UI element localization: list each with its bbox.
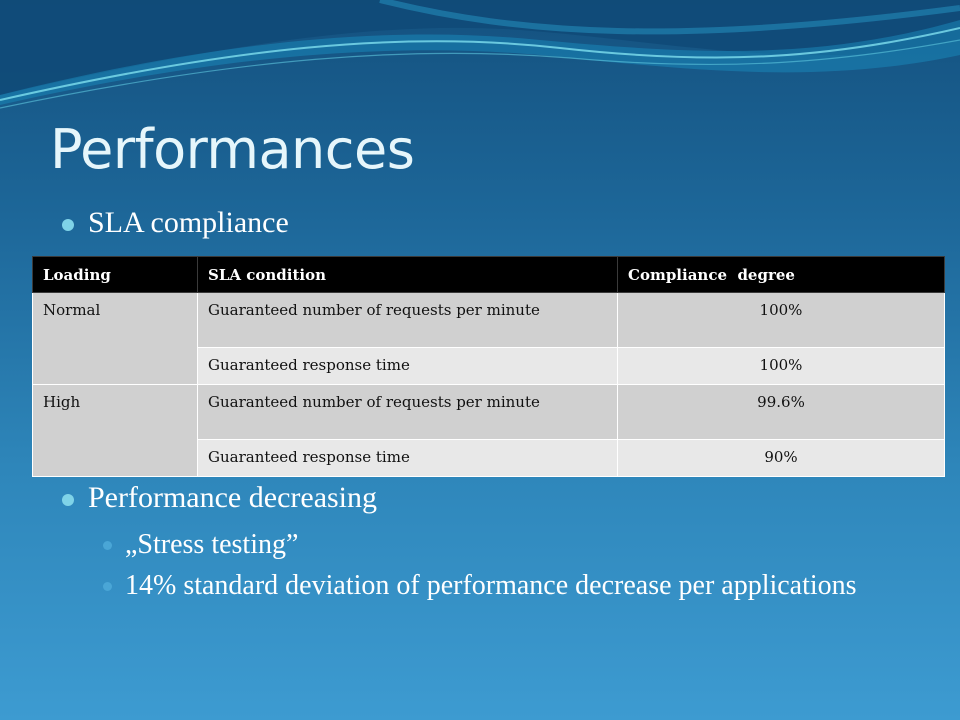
table-row: Guaranteed response time 100%: [33, 347, 945, 385]
slide-title: Performances: [50, 118, 415, 181]
header-loading: Loading: [32, 256, 198, 293]
bullet-dot-icon: [103, 582, 112, 591]
compliance-cell: 90%: [617, 439, 945, 477]
loading-cell: High: [32, 384, 198, 477]
condition-cell: Guaranteed number of requests per minute: [197, 384, 618, 440]
bullet-text: „Stress testing”: [125, 529, 299, 560]
table-header-row: Loading SLA condition Compliance degree: [32, 256, 945, 293]
table-row: Guaranteed response time 90%: [33, 439, 945, 477]
loading-cell: Normal: [32, 292, 198, 385]
header-sla-condition: SLA condition: [197, 256, 618, 293]
header-compliance-degree: Compliance degree: [617, 256, 945, 293]
bullet-text: 14% standard deviation of performance de…: [125, 570, 857, 601]
bullet-dot-icon: [103, 541, 112, 550]
compliance-cell: 100%: [617, 292, 945, 348]
bullet-text: SLA compliance: [88, 206, 289, 239]
bullet-dot-icon: [62, 219, 74, 231]
compliance-cell: 100%: [617, 347, 945, 385]
bullet-text: Performance decreasing: [88, 481, 378, 514]
sla-table: Loading SLA condition Compliance degree …: [32, 256, 945, 477]
condition-cell: Guaranteed response time: [197, 347, 618, 385]
table-row: Normal Guaranteed number of requests per…: [32, 292, 945, 385]
decorative-waves: [0, 0, 960, 109]
condition-cell: Guaranteed number of requests per minute: [197, 292, 618, 348]
bullet-dot-icon: [62, 494, 74, 506]
condition-cell: Guaranteed response time: [197, 439, 618, 477]
compliance-cell: 99.6%: [617, 384, 945, 440]
table-row: High Guaranteed number of requests per m…: [32, 384, 945, 477]
